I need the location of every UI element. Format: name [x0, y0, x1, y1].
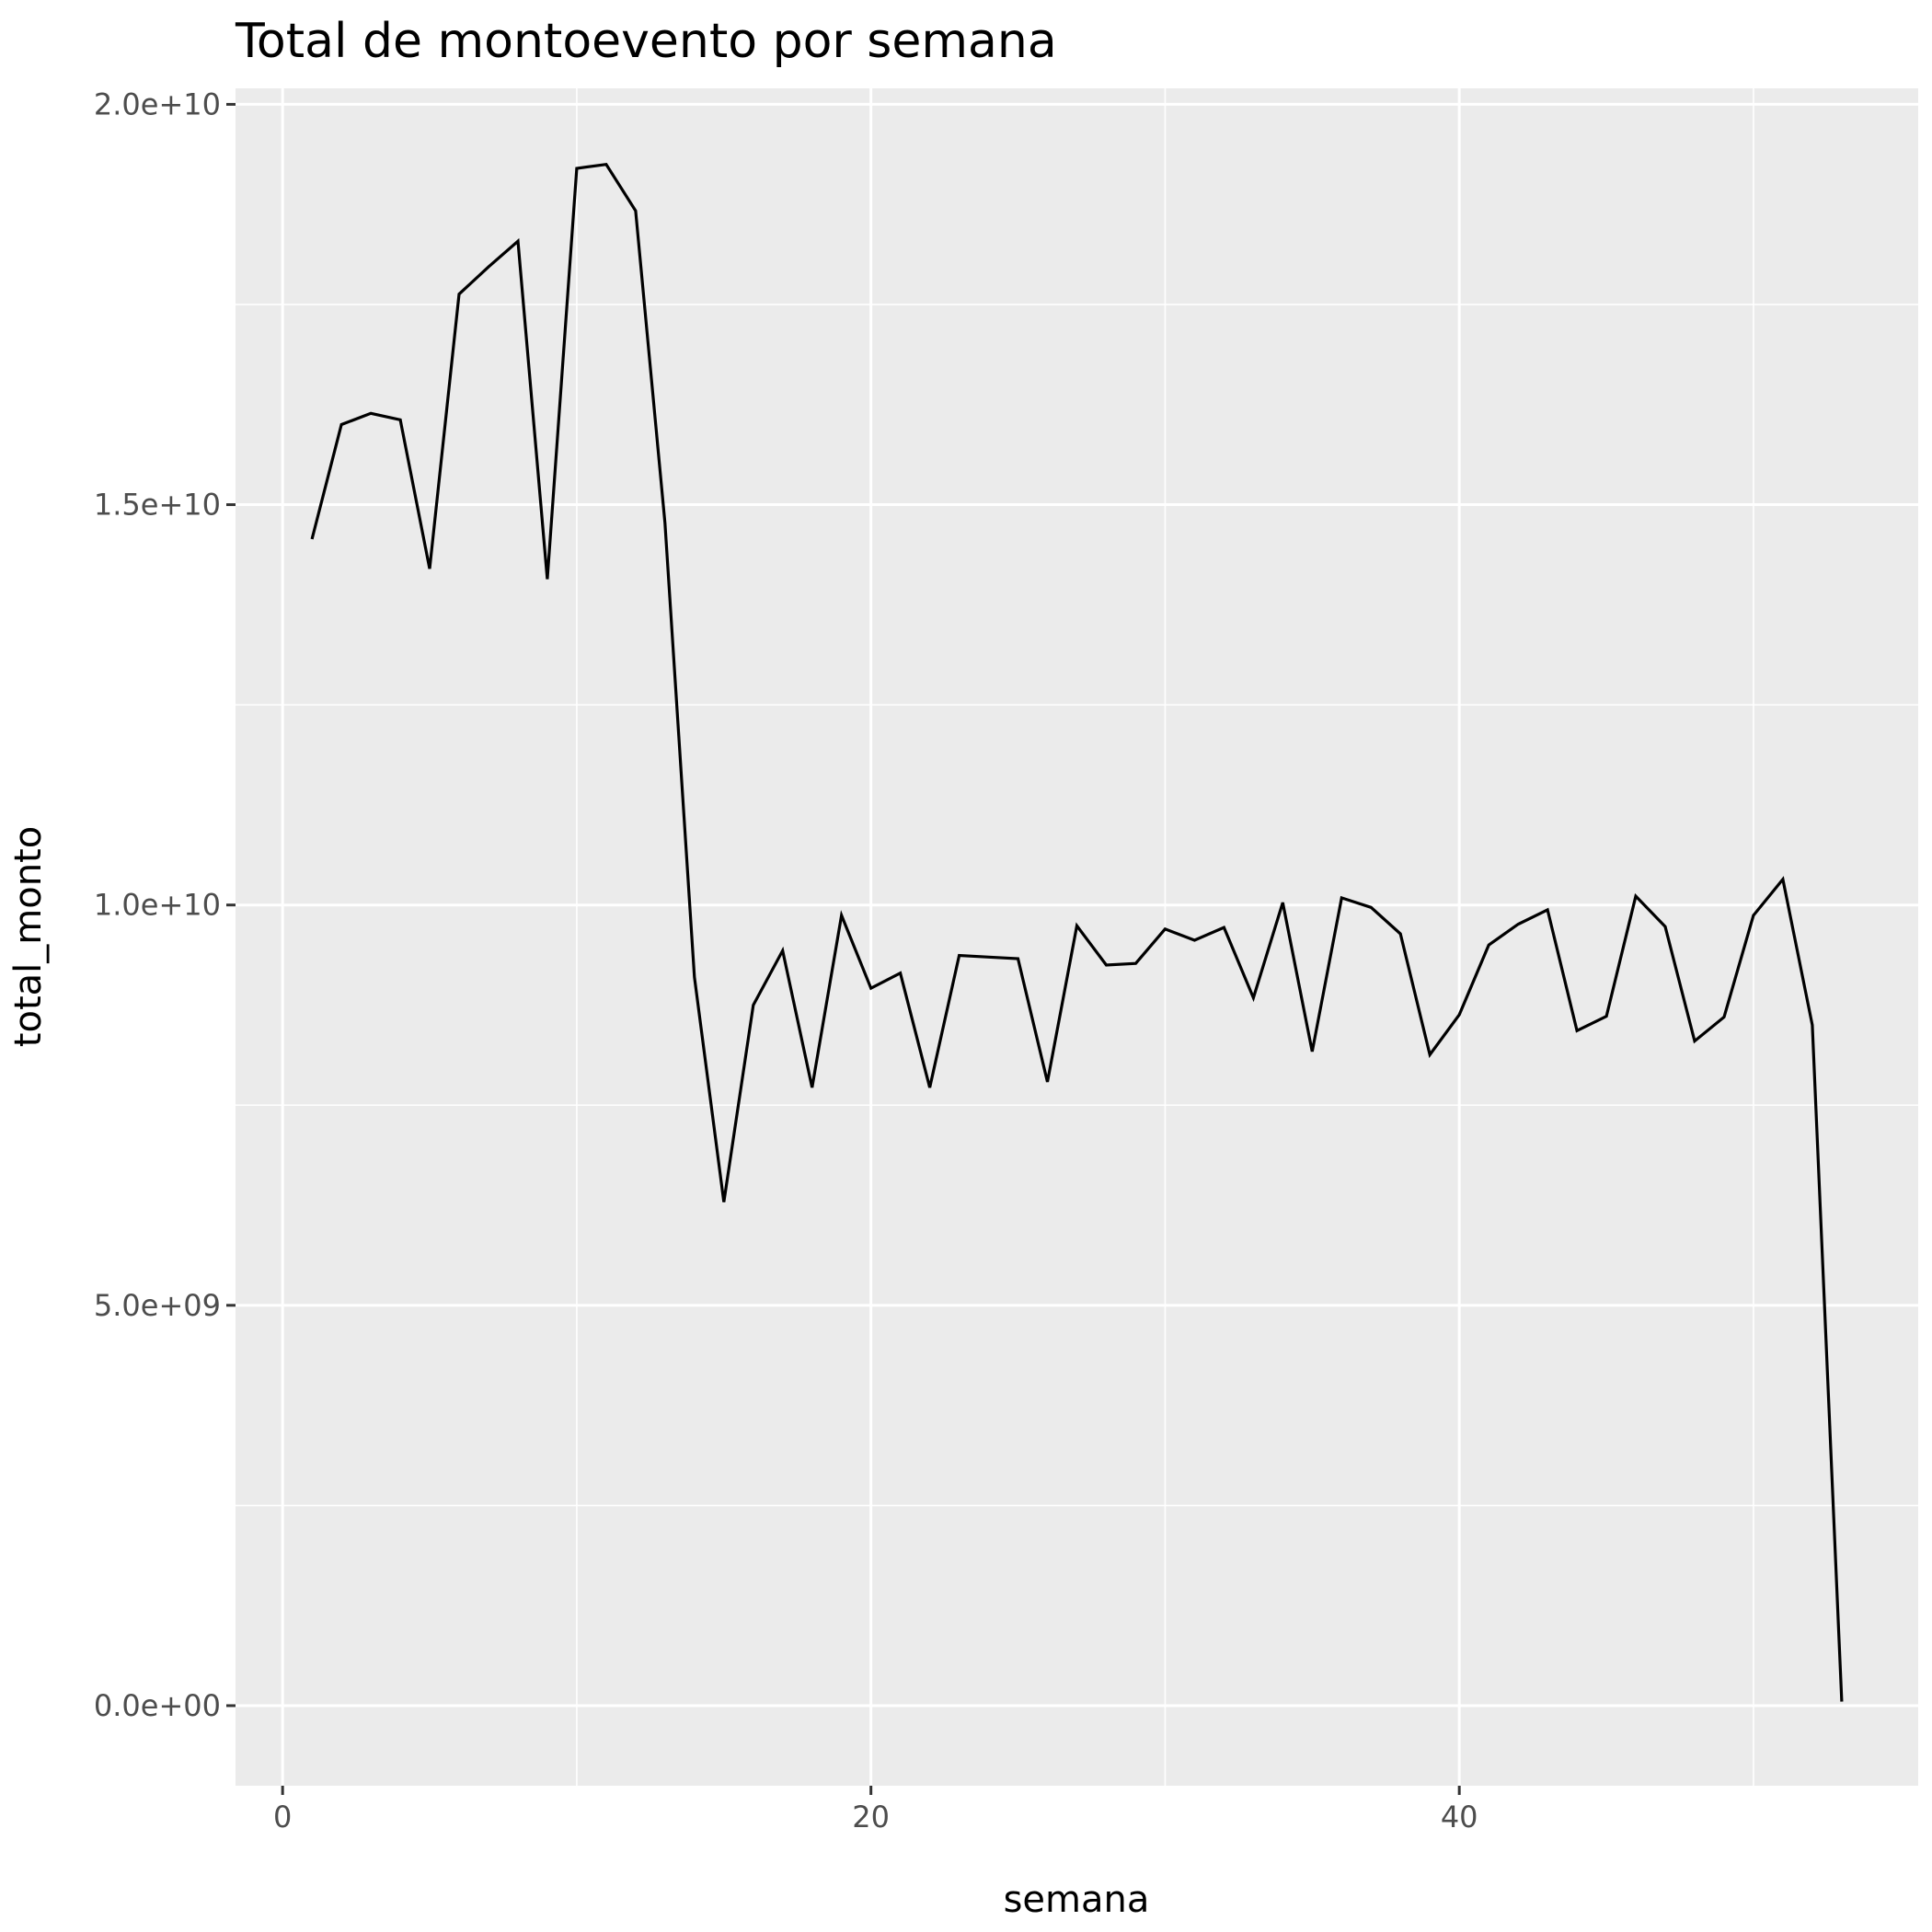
- series-line: [310, 162, 1844, 1702]
- y-axis-title: total_monto: [7, 826, 50, 1047]
- series-layer: [310, 162, 1844, 1702]
- minor-gridlines: [236, 88, 1918, 1786]
- x-tick-label: 40: [1441, 1800, 1478, 1834]
- x-axis: 0 20 40: [273, 1786, 1478, 1834]
- y-axis: 0.0e+00 5.0e+09 1.0e+10 1.5e+10 2.0e+10: [94, 86, 236, 1723]
- y-tick-label: 0.0e+00: [94, 1688, 221, 1723]
- x-tick-label: 0: [273, 1800, 292, 1834]
- x-axis-title: semana: [1004, 1879, 1150, 1921]
- y-tick-label: 1.0e+10: [94, 888, 221, 923]
- plot-panel: [236, 88, 1918, 1786]
- chart-title: Total de montoevento por semana: [235, 14, 1057, 69]
- y-tick-label: 2.0e+10: [94, 86, 221, 121]
- y-tick-label: 1.5e+10: [94, 488, 221, 523]
- y-tick-label: 5.0e+09: [94, 1288, 221, 1323]
- major-gridlines: [236, 88, 1918, 1786]
- x-tick-label: 20: [852, 1800, 890, 1834]
